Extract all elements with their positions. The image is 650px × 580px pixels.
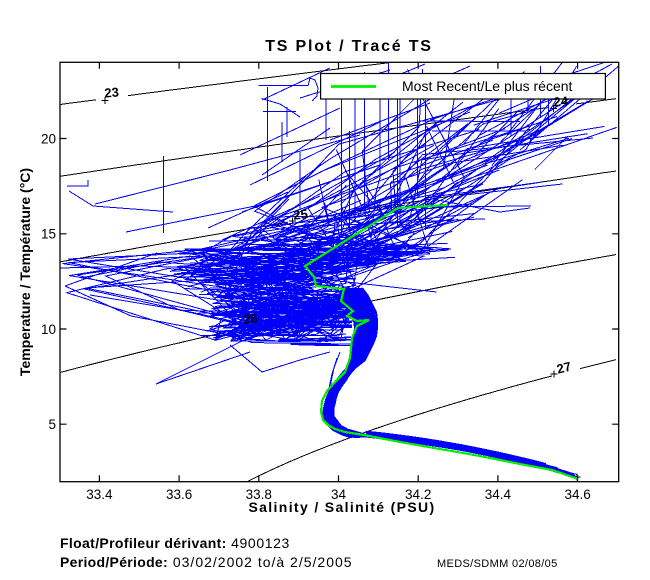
svg-text:Period/Période: 03/02/2002 to: Period/Période: 03/02/2002 to/à 2/5/2005 (60, 554, 353, 570)
svg-text:33.8: 33.8 (246, 487, 272, 502)
svg-text:34: 34 (331, 487, 347, 502)
svg-text:TS Plot / Tracé TS: TS Plot / Tracé TS (265, 38, 433, 55)
svg-text:25: 25 (293, 206, 309, 222)
svg-text:33.4: 33.4 (86, 487, 113, 502)
svg-text:Most Recent/Le plus récent: Most Recent/Le plus récent (402, 78, 573, 94)
svg-text:MEDS/SDMM 02/08/05: MEDS/SDMM 02/08/05 (437, 558, 558, 570)
svg-text:33.6: 33.6 (166, 487, 192, 502)
svg-text:15: 15 (41, 227, 56, 242)
svg-text:Salinity / Salinité (PSU): Salinity / Salinité (PSU) (248, 499, 435, 515)
svg-text:34.2: 34.2 (405, 487, 431, 502)
svg-text:Temperature / Température (°C): Temperature / Température (°C) (17, 168, 33, 376)
svg-text:34.6: 34.6 (564, 487, 590, 502)
svg-text:10: 10 (41, 322, 56, 337)
svg-text:23: 23 (104, 84, 120, 100)
svg-text:27: 27 (555, 359, 573, 377)
svg-text:5: 5 (48, 417, 56, 432)
svg-text:24: 24 (553, 93, 569, 109)
svg-text:20: 20 (41, 131, 56, 146)
svg-text:26: 26 (242, 310, 258, 327)
svg-text:Float/Profileur dérivant: 4900: Float/Profileur dérivant: 4900123 (60, 535, 290, 551)
svg-text:34.4: 34.4 (485, 487, 512, 502)
